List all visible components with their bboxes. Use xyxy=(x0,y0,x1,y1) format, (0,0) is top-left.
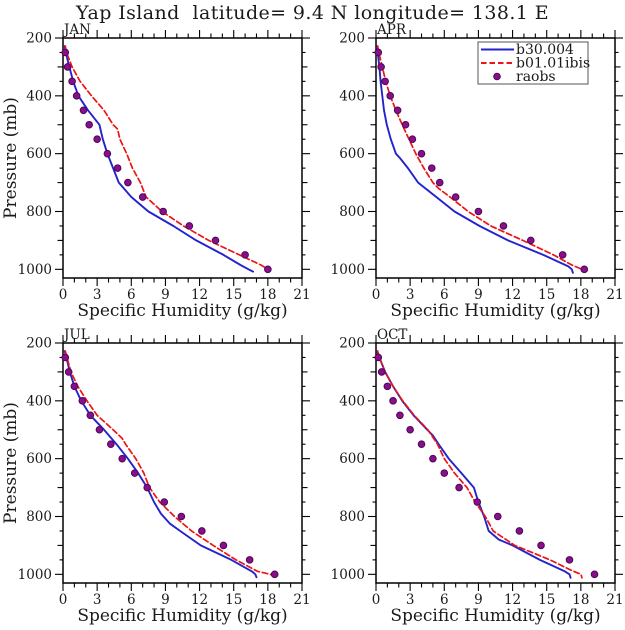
plot-frame xyxy=(375,37,616,279)
x-axis-title: Specific Humidity (g/kg) xyxy=(77,606,287,626)
x-tick-label: 18 xyxy=(572,592,589,608)
x-tick-label: 3 xyxy=(406,287,415,303)
x-tick-label: 9 xyxy=(474,592,483,608)
series-b01.01ibis xyxy=(376,350,583,579)
plot-frame xyxy=(62,37,303,279)
x-tick-label: 18 xyxy=(259,287,276,303)
y-tick-label: 600 xyxy=(339,146,365,162)
x-axis-title: Specific Humidity (g/kg) xyxy=(77,301,287,321)
x-tick-label: 0 xyxy=(372,287,381,303)
y-tick-label: 800 xyxy=(26,509,52,525)
y-axis-title: Pressure (mb) xyxy=(1,402,21,524)
plot-frame xyxy=(62,342,303,584)
panel-jan: 0 3 6 9 12 15 18 21 200 400 600 800 1000 JAN Specific … xyxy=(1,22,311,321)
x-tick-label: 12 xyxy=(191,287,208,303)
panel-apr: 0 3 6 9 12 15 18 21 200 400 600 800 1000 APR Specific … xyxy=(331,22,624,321)
series-b01.01ibis xyxy=(64,45,271,272)
x-tick-label: 3 xyxy=(93,592,102,608)
y-tick-label: 400 xyxy=(339,88,365,104)
panel-title: JAN xyxy=(62,22,91,38)
x-tick-label: 12 xyxy=(504,287,521,303)
x-tick-label: 9 xyxy=(161,287,170,303)
axis-ticks xyxy=(55,335,310,591)
legend-label-b01.01ibis: b01.01ibis xyxy=(516,56,590,72)
plot-frame xyxy=(375,342,616,584)
x-tick-label: 18 xyxy=(572,287,589,303)
y-tick-label: 200 xyxy=(339,31,365,47)
y-tick-label: 1000 xyxy=(331,262,365,278)
panel-title: JUL xyxy=(62,327,90,343)
x-tick-label: 21 xyxy=(293,287,310,303)
panel-title: APR xyxy=(376,22,407,38)
legend-dot-sample xyxy=(493,72,501,81)
x-tick-label: 12 xyxy=(504,592,521,608)
x-tick-label: 3 xyxy=(406,592,415,608)
y-tick-label: 200 xyxy=(339,336,365,352)
series-b30.004 xyxy=(376,45,574,274)
x-tick-label: 6 xyxy=(127,287,136,303)
x-tick-label: 15 xyxy=(538,592,555,608)
y-tick-label: 200 xyxy=(26,336,52,352)
y-tick-label: 1000 xyxy=(18,262,52,278)
axis-ticks xyxy=(55,30,310,286)
x-tick-label: 12 xyxy=(191,592,208,608)
x-tick-label: 0 xyxy=(59,592,68,608)
x-tick-label: 21 xyxy=(606,287,623,303)
y-tick-label: 1000 xyxy=(331,567,365,583)
x-axis-title: Specific Humidity (g/kg) xyxy=(390,606,600,626)
x-axis-title: Specific Humidity (g/kg) xyxy=(390,301,600,321)
x-tick-label: 21 xyxy=(293,592,310,608)
x-tick-label: 9 xyxy=(474,287,483,303)
x-tick-label: 6 xyxy=(440,592,449,608)
x-tick-label: 9 xyxy=(161,592,170,608)
x-tick-label: 21 xyxy=(606,592,623,608)
series-b30.004 xyxy=(63,45,255,273)
x-tick-label: 3 xyxy=(93,287,102,303)
figure-title: Yap Island latitude= 9.4 N longitude= 13… xyxy=(76,2,549,24)
panel-title: OCT xyxy=(377,327,407,343)
series-raobs xyxy=(61,48,272,274)
y-tick-label: 400 xyxy=(26,393,52,409)
x-tick-label: 6 xyxy=(127,592,136,608)
y-tick-label: 200 xyxy=(26,31,52,47)
series-b01.01ibis xyxy=(64,350,277,578)
x-tick-label: 0 xyxy=(59,287,68,303)
y-axis-title: Pressure (mb) xyxy=(1,97,21,219)
x-tick-label: 15 xyxy=(225,592,242,608)
axis-ticks xyxy=(368,335,623,591)
y-tick-label: 800 xyxy=(339,509,365,525)
x-tick-label: 6 xyxy=(440,287,449,303)
panel-jul: 0 3 6 9 12 15 18 21 200 400 600 800 1000 JUL Specific … xyxy=(1,327,311,626)
y-tick-label: 600 xyxy=(339,451,365,467)
y-tick-label: 800 xyxy=(339,204,365,220)
y-tick-label: 600 xyxy=(26,451,52,467)
series-raobs xyxy=(61,353,279,579)
x-tick-label: 0 xyxy=(372,592,381,608)
x-tick-label: 18 xyxy=(259,592,276,608)
y-tick-label: 800 xyxy=(26,204,52,220)
y-tick-label: 1000 xyxy=(18,567,52,583)
x-tick-label: 15 xyxy=(225,287,242,303)
y-tick-label: 400 xyxy=(26,88,52,104)
y-tick-label: 400 xyxy=(339,393,365,409)
legend-label-b30.004: b30.004 xyxy=(516,42,574,58)
y-tick-label: 600 xyxy=(26,146,52,162)
series-b30.004 xyxy=(63,350,258,579)
legend-label-raobs: raobs xyxy=(516,69,556,85)
series-raobs xyxy=(374,48,589,274)
series-raobs xyxy=(374,353,599,579)
x-tick-label: 15 xyxy=(538,287,555,303)
panel-oct: 0 3 6 9 12 15 18 21 200 400 600 800 1000 OCT Specific … xyxy=(331,327,624,626)
